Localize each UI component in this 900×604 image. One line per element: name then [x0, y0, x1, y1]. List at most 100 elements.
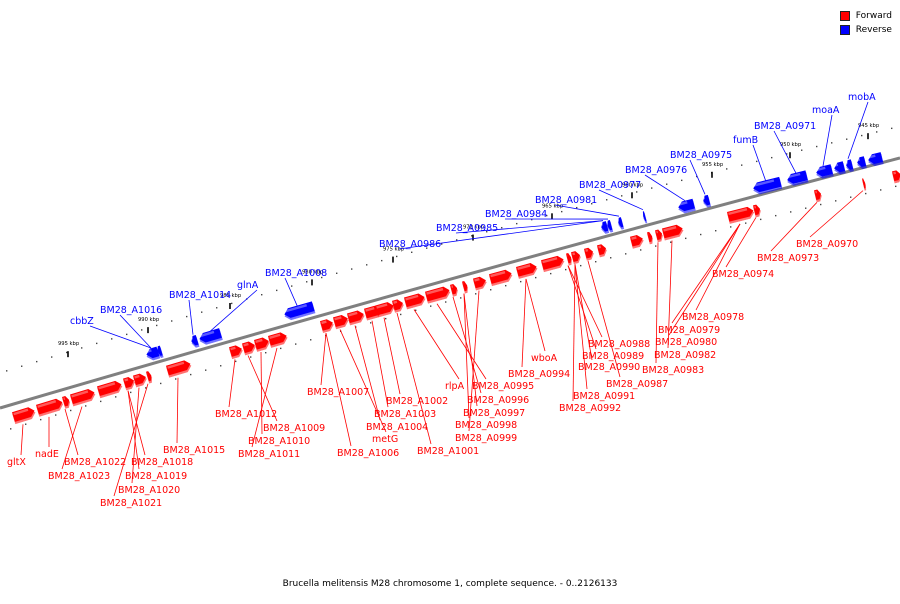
tick-dot — [156, 325, 157, 326]
forward-gene-arrow — [166, 359, 192, 377]
forward-gene-arrow — [97, 379, 123, 397]
tick-dot — [820, 204, 821, 205]
tick-dot — [805, 208, 806, 209]
tick-dot — [756, 161, 757, 162]
tick-dot — [235, 361, 236, 362]
tick-dot — [265, 352, 266, 353]
forward-gene-label: BM28_A0980 — [655, 337, 717, 348]
tick-dot — [51, 356, 52, 357]
forward-gene-label: BM28_A1002 — [386, 396, 448, 407]
reverse-gene-label: BM28_A1016 — [100, 305, 162, 316]
map-caption: Brucella melitensis M28 chromosome 1, co… — [0, 579, 900, 589]
forward-gene-label: BM28_A1011 — [238, 449, 300, 460]
tick-dot — [385, 318, 386, 319]
forward-leader-line — [414, 310, 459, 379]
forward-gene-label: BM28_A0979 — [658, 325, 720, 336]
tick-dot — [456, 239, 457, 240]
tick-dot — [745, 222, 746, 223]
tick-dot — [535, 277, 536, 278]
forward-gene-label: BM28_A0987 — [606, 379, 668, 390]
tick-dot — [160, 383, 161, 384]
forward-gene-arrow — [862, 178, 867, 190]
reverse-gene-label: BM28_A0977 — [579, 180, 641, 191]
tick-dot — [10, 428, 11, 429]
reverse-gene-arrow — [702, 195, 711, 208]
forward-gene-label: metG — [372, 434, 398, 445]
reverse-gene-label: BM28_A0975 — [670, 150, 732, 161]
reverse-gene-arrow — [617, 217, 624, 230]
tick-dot — [306, 281, 307, 282]
forward-gene-label: BM28_A1021 — [100, 498, 162, 509]
tick-dot — [685, 238, 686, 239]
tick-dot — [550, 273, 551, 274]
forward-gene-label: BM28_A0996 — [467, 395, 529, 406]
tick-dot — [670, 242, 671, 243]
forward-gene-arrow — [70, 388, 96, 406]
forward-gene-label: BM28_A0983 — [642, 365, 704, 376]
tick-dot — [460, 297, 461, 298]
tick-dot — [775, 215, 776, 216]
reverse-gene-label: BM28_A0986 — [379, 239, 441, 250]
forward-leader-line — [177, 378, 178, 443]
forward-gene-arrow — [229, 344, 244, 359]
forward-leader-line — [229, 359, 235, 407]
reverse-gene-label: BM28_A0984 — [485, 209, 547, 220]
forward-gene-arrow — [462, 281, 469, 294]
tick-dot — [621, 195, 622, 196]
tick-dot — [175, 378, 176, 379]
forward-leader-line — [453, 297, 481, 393]
forward-leader-line — [568, 266, 602, 337]
forward-gene-arrow — [333, 314, 350, 329]
forward-leader-line — [526, 279, 545, 351]
forward-gene-arrow — [647, 231, 654, 244]
forward-gene-label: BM28_A1009 — [263, 423, 325, 434]
tick-dot — [81, 347, 82, 348]
tick-dot — [516, 223, 517, 224]
forward-gene-arrow — [753, 204, 762, 217]
forward-gene-label: BM28_A1012 — [215, 409, 277, 420]
scale-tick-label: 955 kbp — [702, 162, 724, 168]
forward-leader-line — [437, 304, 486, 379]
forward-gene-arrow — [473, 275, 488, 290]
tick-dot — [220, 365, 221, 366]
reverse-gene-arrow — [642, 211, 647, 223]
forward-leader-line — [372, 321, 388, 407]
forward-gene-arrow — [404, 292, 426, 309]
tick-dot — [576, 207, 577, 208]
tick-dot — [895, 186, 896, 187]
forward-leader-line — [355, 325, 380, 420]
reverse-leader-line — [599, 190, 643, 210]
tick-dot — [520, 281, 521, 282]
forward-leader-line — [132, 388, 139, 483]
reverse-gene-arrow — [833, 161, 846, 175]
scale-tick-label: 950 kbp — [780, 142, 802, 148]
tick-dot — [111, 338, 112, 339]
forward-leader-line — [21, 424, 23, 455]
tick-dot — [606, 199, 607, 200]
forward-gene-label: BM28_A0978 — [682, 312, 744, 323]
tick-dot — [865, 193, 866, 194]
tick-dot — [790, 211, 791, 212]
tick-dot — [126, 334, 127, 335]
forward-gene-label: BM28_A1001 — [417, 446, 479, 457]
forward-gene-label: nadE — [35, 449, 59, 460]
tick-dot — [501, 227, 502, 228]
forward-gene-arrow — [146, 371, 153, 384]
forward-gene-label: BM28_A1006 — [337, 448, 399, 459]
tick-dot — [666, 184, 667, 185]
legend: Forward Reverse — [840, 9, 892, 37]
tick-dot — [880, 189, 881, 190]
tick-dot — [651, 187, 652, 188]
reverse-gene-label: glnA — [237, 280, 259, 291]
reverse-leader-line — [555, 205, 619, 216]
tick-dot — [231, 303, 232, 304]
tick-dot — [85, 405, 86, 406]
forward-gene-arrow — [425, 285, 451, 303]
tick-dot — [295, 343, 296, 344]
forward-gene-arrow — [630, 234, 645, 249]
tick-dot — [801, 150, 802, 151]
forward-gene-label: BM28_A0982 — [654, 350, 716, 361]
tick-dot — [130, 392, 131, 393]
tick-dot — [171, 320, 172, 321]
